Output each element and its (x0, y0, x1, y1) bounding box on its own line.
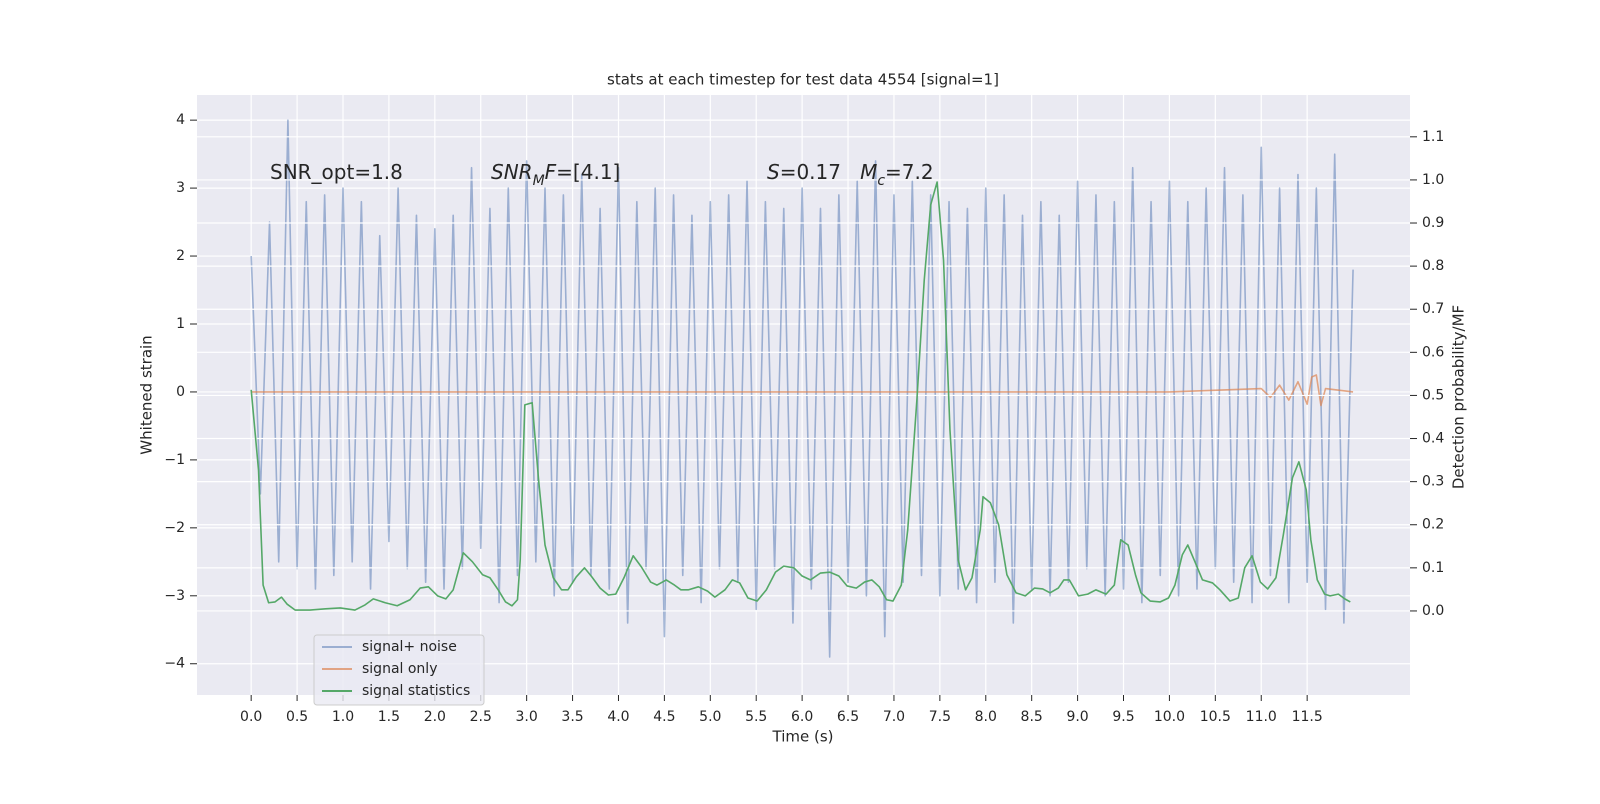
series-line (250, 119, 1354, 658)
y2-axis-label: Detection probability/MF (1450, 305, 1468, 489)
legend-label: signal only (362, 661, 437, 677)
y-tick-label: −1 (164, 452, 185, 468)
x-tick-label: 5.5 (745, 709, 767, 725)
chart-title: stats at each timestep for test data 455… (607, 71, 999, 89)
series-line (250, 181, 1351, 611)
annotation-part: =0.17 (780, 160, 860, 184)
legend-label: signal+ noise (362, 639, 457, 655)
x-tick-label: 9.5 (1112, 709, 1134, 725)
y2-tick-label: 0.7 (1422, 301, 1444, 317)
annotation-part: c (877, 173, 885, 189)
annotation-part: M (860, 160, 877, 184)
annotation-part: S (767, 160, 780, 184)
x-tick-label: 0.5 (286, 709, 308, 725)
y-axis-label: Whitened strain (138, 335, 156, 454)
annotation-part: =7.2 (885, 160, 934, 184)
x-tick-label: 6.5 (837, 709, 859, 725)
x-tick-label: 1.5 (378, 709, 400, 725)
x-tick-label: 10.5 (1200, 709, 1231, 725)
x-tick-label: 5.0 (699, 709, 721, 725)
y-tick-label: −2 (164, 520, 185, 536)
x-tick-label: 3.5 (561, 709, 583, 725)
y2-tick-label: 0.6 (1422, 344, 1444, 360)
y-tick-label: 0 (176, 384, 185, 400)
x-tick-label: 10.0 (1154, 709, 1185, 725)
x-tick-label: 1.0 (332, 709, 354, 725)
annotation-part: =[4.1] (556, 160, 620, 184)
y2-tick-label: 0.8 (1422, 258, 1444, 274)
x-tick-label: 9.0 (1066, 709, 1088, 725)
x-tick-label: 8.0 (975, 709, 997, 725)
legend-label: signal statistics (362, 683, 470, 699)
x-axis-label: Time (s) (772, 728, 834, 746)
x-tick-label: 3.0 (516, 709, 538, 725)
x-tick-label: 7.0 (883, 709, 905, 725)
annotation-part: SNR_opt=1.8 (270, 160, 403, 184)
x-tick-label: 2.0 (424, 709, 446, 725)
x-tick-label: 2.5 (470, 709, 492, 725)
y2-tick-label: 0.9 (1422, 215, 1444, 231)
y-tick-label: 2 (176, 248, 185, 264)
annotation-part: F (545, 160, 557, 184)
y2-tick-label: 0.1 (1422, 560, 1444, 576)
y2-tick-label: 0.5 (1422, 387, 1444, 403)
x-tick-label: 4.0 (607, 709, 629, 725)
y2-tick-label: 0.3 (1422, 474, 1444, 490)
y-tick-label: −3 (164, 588, 185, 604)
annotation-part: SNR (491, 160, 533, 184)
x-tick-label: 6.0 (791, 709, 813, 725)
x-tick-label: 11.0 (1246, 709, 1277, 725)
x-tick-label: 8.5 (1021, 709, 1043, 725)
annotation-part: M (533, 173, 545, 189)
series-line (251, 374, 1354, 407)
y-tick-label: 4 (176, 112, 185, 128)
annotation: S=0.17 Mc=7.2 (767, 160, 934, 190)
y2-tick-label: 0.2 (1422, 517, 1444, 533)
y2-tick-label: 1.1 (1422, 129, 1444, 145)
annotation: SNRMF=[4.1] (491, 160, 620, 190)
x-tick-label: 4.5 (653, 709, 675, 725)
annotation: SNR_opt=1.8 (270, 160, 403, 184)
y-tick-label: 3 (176, 180, 185, 196)
x-tick-label: 0.0 (240, 709, 262, 725)
legend-box (313, 634, 485, 706)
y2-tick-label: 0.4 (1422, 431, 1444, 447)
x-tick-label: 7.5 (929, 709, 951, 725)
y-tick-label: 1 (176, 316, 185, 332)
y2-tick-label: 1.0 (1422, 172, 1444, 188)
y-tick-label: −4 (164, 656, 185, 672)
x-tick-label: 11.5 (1292, 709, 1323, 725)
y2-tick-label: 0.0 (1422, 603, 1444, 619)
